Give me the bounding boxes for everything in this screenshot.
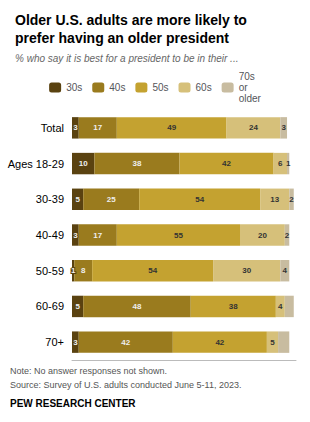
- svg-text:PEW RESEARCH CENTER: PEW RESEARCH CENTER: [10, 398, 136, 409]
- svg-text:48: 48: [133, 302, 142, 311]
- svg-text:42: 42: [222, 159, 231, 168]
- svg-text:Source: Survey of U.S. adults: Source: Survey of U.S. adults conducted …: [10, 380, 241, 390]
- svg-text:5: 5: [75, 195, 80, 204]
- svg-text:40-49: 40-49: [36, 229, 64, 241]
- svg-text:25: 25: [107, 195, 116, 204]
- svg-text:49: 49: [167, 123, 176, 132]
- svg-text:13: 13: [270, 195, 279, 204]
- svg-text:5: 5: [75, 302, 80, 311]
- svg-text:50s: 50s: [152, 82, 168, 93]
- svg-text:38: 38: [229, 302, 238, 311]
- svg-text:54: 54: [148, 266, 157, 275]
- svg-text:70s: 70s: [239, 71, 255, 82]
- svg-text:4: 4: [283, 266, 288, 275]
- svg-text:30s: 30s: [66, 82, 82, 93]
- svg-text:Ages 18-29: Ages 18-29: [8, 158, 64, 170]
- svg-text:54: 54: [195, 195, 204, 204]
- svg-text:1: 1: [71, 266, 76, 275]
- svg-text:2: 2: [289, 195, 294, 204]
- svg-text:38: 38: [133, 159, 142, 168]
- svg-text:% who say it is best for a pre: % who say it is best for a president to …: [15, 53, 238, 64]
- svg-text:Note: No answer responses not: Note: No answer responses not shown.: [10, 366, 167, 376]
- svg-text:8: 8: [81, 266, 86, 275]
- svg-text:17: 17: [93, 231, 102, 240]
- svg-text:Total: Total: [41, 122, 64, 134]
- svg-text:prefer having an older preside: prefer having an older president: [15, 30, 229, 46]
- svg-text:6: 6: [278, 159, 283, 168]
- svg-text:60-69: 60-69: [36, 300, 64, 312]
- svg-text:older: older: [239, 93, 262, 104]
- svg-text:1: 1: [286, 159, 291, 168]
- svg-text:Older U.S. adults are more lik: Older U.S. adults are more likely to: [15, 12, 247, 28]
- svg-text:10: 10: [79, 159, 88, 168]
- svg-text:3: 3: [73, 123, 78, 132]
- svg-text:24: 24: [249, 123, 258, 132]
- svg-text:or: or: [239, 82, 249, 93]
- svg-text:70+: 70+: [45, 336, 64, 348]
- svg-text:17: 17: [93, 123, 102, 132]
- svg-text:60s: 60s: [196, 82, 212, 93]
- svg-text:3: 3: [73, 338, 78, 347]
- svg-text:50-59: 50-59: [36, 265, 64, 277]
- svg-text:42: 42: [121, 338, 130, 347]
- svg-text:2: 2: [285, 231, 290, 240]
- svg-text:5: 5: [270, 338, 275, 347]
- svg-text:30: 30: [242, 266, 251, 275]
- svg-text:3: 3: [73, 231, 78, 240]
- svg-text:3: 3: [281, 123, 286, 132]
- svg-text:30-39: 30-39: [36, 193, 64, 205]
- svg-text:40s: 40s: [109, 82, 125, 93]
- svg-text:42: 42: [215, 338, 224, 347]
- svg-text:20: 20: [258, 231, 267, 240]
- svg-text:55: 55: [174, 231, 183, 240]
- svg-text:4: 4: [278, 302, 283, 311]
